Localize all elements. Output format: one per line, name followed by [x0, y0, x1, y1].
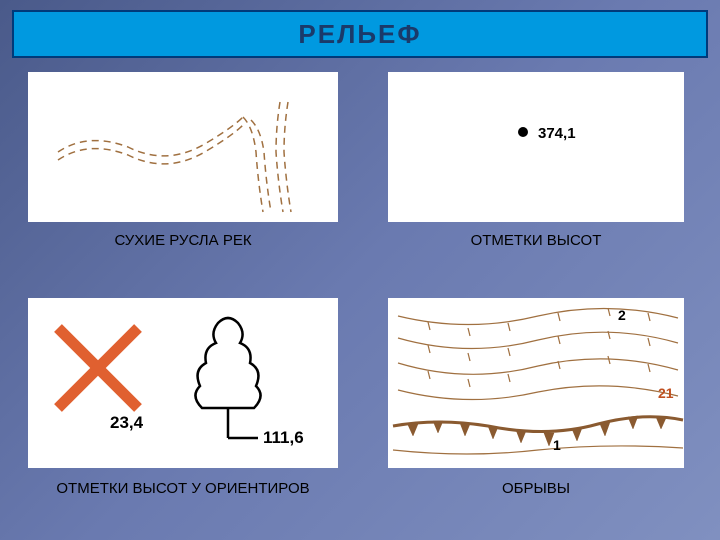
cliffs-symbol: 2 21 1	[388, 298, 684, 468]
elevation-point-symbol: 374,1	[388, 72, 684, 222]
slide: РЕЛЬЕФ СУХИЕ РУСЛА РЕК 374,1 ОТМЕТКИ ВЫС…	[0, 0, 720, 540]
caption-cliffs: ОБРЫВЫ	[388, 480, 684, 497]
dry-riverbed-symbol	[28, 72, 338, 222]
contour-label-1: 1	[553, 437, 561, 453]
caption-dry-riverbeds: СУХИЕ РУСЛА РЕК	[28, 232, 338, 249]
panel-dry-riverbeds	[28, 72, 338, 222]
tree-label: 111,6	[263, 428, 304, 447]
panel-elevation-landmarks: 23,4 111,6	[28, 298, 338, 468]
contour-label-2: 2	[618, 307, 626, 323]
cliff-label-21: 21	[658, 385, 674, 401]
slide-title: РЕЛЬЕФ	[298, 19, 421, 50]
panel-cliffs: 2 21 1	[388, 298, 684, 468]
panel-elevation-point: 374,1	[388, 72, 684, 222]
elevation-landmarks-symbol: 23,4 111,6	[28, 298, 338, 468]
caption-elevation-point: ОТМЕТКИ ВЫСОТ	[388, 232, 684, 249]
title-bar: РЕЛЬЕФ	[12, 10, 708, 58]
caption-elevation-landmarks: ОТМЕТКИ ВЫСОТ У ОРИЕНТИРОВ	[28, 480, 338, 497]
x-label: 23,4	[110, 413, 144, 432]
elevation-point-label: 374,1	[538, 125, 576, 142]
